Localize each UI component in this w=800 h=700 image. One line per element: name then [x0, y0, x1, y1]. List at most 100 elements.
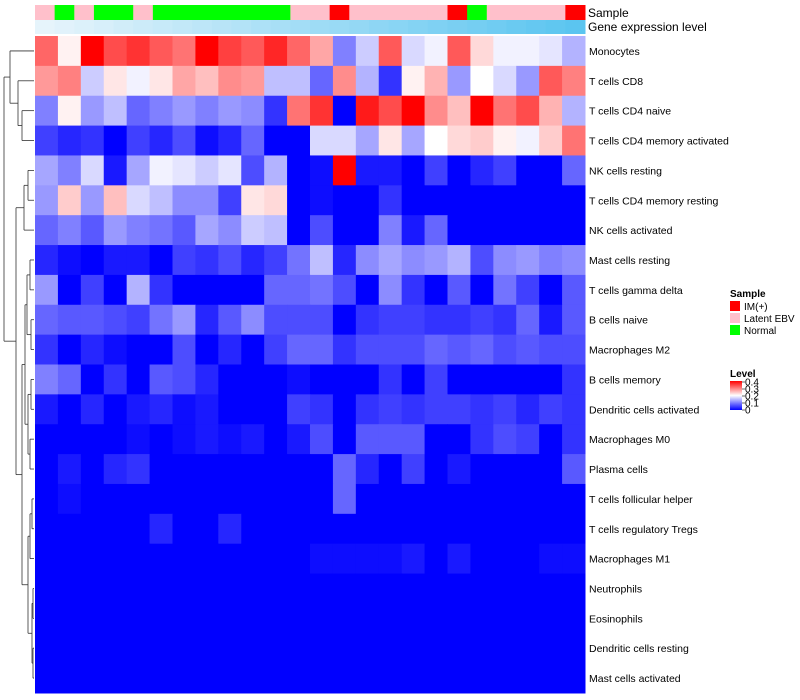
heat-cell: [447, 125, 471, 156]
heat-cell: [103, 95, 128, 127]
heat-cell: [149, 125, 173, 156]
sample-annotation-cell: [211, 5, 232, 20]
gene-expression-annotation-cell: [349, 20, 370, 34]
heat-cell: [355, 36, 380, 67]
heat-cell: [378, 215, 403, 246]
heat-cell: [539, 245, 563, 276]
heat-cell: [470, 185, 494, 216]
heat-cell: [126, 125, 151, 156]
heat-cell: [241, 185, 265, 216]
heat-cell: [539, 334, 563, 365]
heat-cell: [126, 185, 151, 216]
heat-cell: [80, 274, 105, 306]
gene-expression-annotation-cell: [152, 20, 173, 34]
heat-cell: [149, 513, 173, 545]
heat-cell: [516, 454, 540, 485]
heat-cell: [195, 663, 219, 694]
heat-cell: [264, 334, 288, 365]
heat-cell: [218, 274, 242, 306]
heat-cell: [218, 65, 242, 97]
column-annotations: [35, 5, 586, 34]
gene-expression-annotation-cell: [388, 20, 409, 34]
heat-cell: [195, 304, 219, 336]
heat-cell: [57, 543, 82, 575]
heat-cell: [103, 454, 128, 485]
heat-cell: [126, 424, 151, 455]
heat-cell: [401, 633, 426, 664]
heat-cell: [332, 215, 357, 246]
heat-cell: [172, 274, 196, 306]
gene-expression-annotation-cell: [545, 20, 566, 34]
heat-cell: [378, 663, 403, 694]
heat-cell: [470, 304, 494, 336]
heat-cell: [332, 304, 357, 336]
heat-cell: [332, 573, 357, 604]
heat-cell: [516, 483, 540, 515]
heat-cell: [149, 633, 173, 664]
row-label: Monocytes: [589, 46, 640, 58]
heat-cell: [80, 334, 105, 365]
row-label: Macrophages M1: [589, 554, 670, 566]
heat-cell: [264, 36, 288, 67]
heat-cell: [103, 125, 128, 156]
heat-cell: [310, 603, 334, 634]
heat-cell: [401, 454, 426, 485]
heat-cell: [310, 95, 334, 127]
heat-cell: [424, 483, 448, 515]
legend-swatch: [730, 301, 740, 311]
heat-cell: [149, 274, 173, 306]
heat-cell: [80, 364, 105, 395]
heat-cell: [539, 215, 563, 246]
heat-cell: [562, 633, 586, 664]
sample-annotation-cell: [74, 5, 95, 20]
gene-expression-annotation-cell: [93, 20, 115, 34]
heat-cell: [562, 364, 586, 395]
heat-cell: [355, 394, 380, 425]
heat-cell: [332, 424, 357, 455]
heat-cell: [378, 125, 403, 156]
heat-cell: [195, 633, 219, 664]
heat-cell: [539, 364, 563, 395]
heat-cell: [401, 155, 426, 186]
sample-annotation-cell: [251, 5, 272, 20]
heat-cell: [539, 424, 563, 455]
heat-cell: [287, 633, 311, 664]
heat-cell: [493, 513, 517, 545]
heat-cell: [57, 274, 82, 306]
heat-cell: [539, 185, 563, 216]
heat-cell: [447, 95, 471, 127]
heat-cell: [103, 304, 128, 336]
heat-cell: [562, 424, 586, 455]
heat-cell: [355, 95, 380, 127]
gene-expression-annotation-cell: [54, 20, 75, 34]
heat-cell: [310, 394, 334, 425]
heat-cell: [195, 394, 219, 425]
heat-cell: [401, 95, 426, 127]
heat-cell: [172, 424, 196, 455]
heat-cell: [35, 603, 59, 634]
heat-cell: [80, 543, 105, 575]
heat-cell: [218, 155, 242, 186]
heat-cell: [516, 573, 540, 604]
heat-cell: [378, 543, 403, 575]
heat-cell: [103, 633, 128, 664]
heat-cell: [310, 274, 334, 306]
heat-cell: [149, 483, 173, 515]
sample-annotation-cell: [447, 5, 468, 20]
heat-cell: [424, 364, 448, 395]
heat-cell: [35, 364, 59, 395]
heat-cell: [562, 573, 586, 604]
row-label: T cells regulatory Tregs: [589, 524, 698, 536]
heat-cell: [287, 36, 311, 67]
heat-cell: [470, 663, 494, 694]
gene-expression-annotation-cell: [113, 20, 134, 34]
heat-cell: [447, 573, 471, 604]
heat-cell: [447, 274, 471, 306]
legend-entry-label: Normal: [744, 326, 776, 337]
heat-cell: [195, 454, 219, 485]
heat-cell: [447, 304, 471, 336]
heat-cell: [218, 663, 242, 694]
heat-cell: [287, 424, 311, 455]
heat-cell: [264, 633, 288, 664]
heat-cell: [172, 394, 196, 425]
